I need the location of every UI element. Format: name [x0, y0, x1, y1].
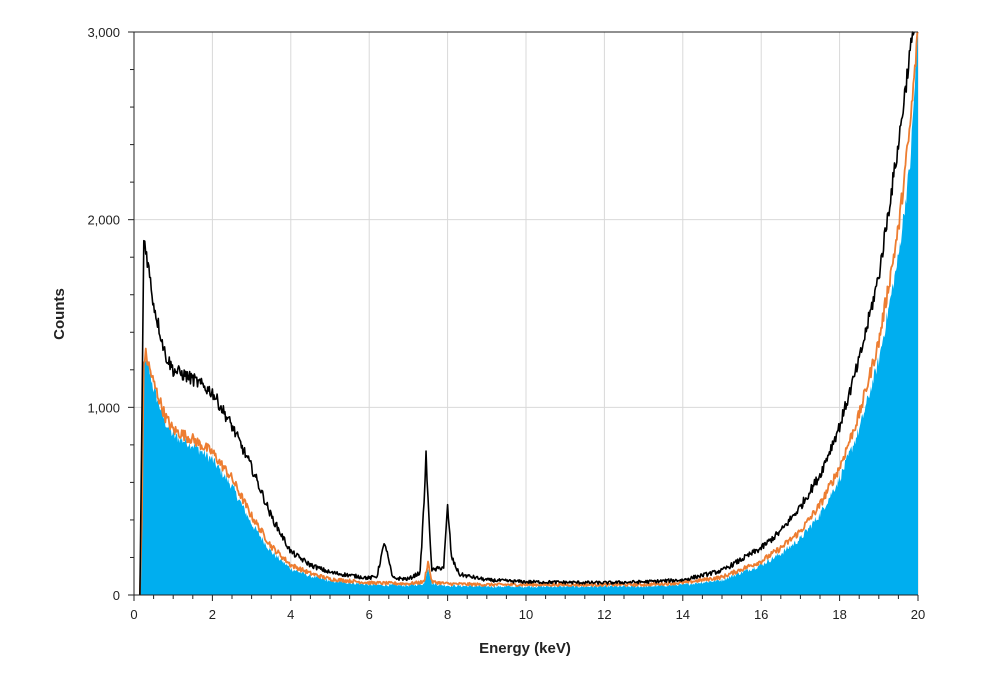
x-tick-label: 2 — [209, 607, 216, 622]
x-tick-label: 0 — [130, 607, 137, 622]
grid — [134, 31, 919, 595]
x-tick-label: 14 — [676, 607, 690, 622]
x-tick-label: 20 — [911, 607, 925, 622]
y-tick-label: 1,000 — [87, 400, 120, 415]
x-tick-label: 16 — [754, 607, 768, 622]
y-tick-label: 3,000 — [87, 25, 120, 40]
y-axis-title: Counts — [51, 288, 68, 340]
series-3-line — [139, 31, 915, 596]
axes: 0 2 4 6 8 10 12 14 16 18 20 0 1,000 2,000 3,000 — [87, 25, 925, 622]
y-tick-label: 2,000 — [87, 213, 120, 228]
plot-area — [134, 31, 919, 596]
y-tick-label: 0 — [113, 588, 120, 603]
x-tick-label: 18 — [832, 607, 846, 622]
x-tick-label: 12 — [597, 607, 611, 622]
x-tick-label: 4 — [287, 607, 294, 622]
x-tick-label: 10 — [519, 607, 533, 622]
x-tick-label: 8 — [444, 607, 451, 622]
x-axis-title: Energy (keV) — [479, 640, 571, 657]
series-1-area — [134, 32, 918, 595]
series-2-line — [138, 31, 919, 596]
x-tick-label: 6 — [366, 607, 373, 622]
